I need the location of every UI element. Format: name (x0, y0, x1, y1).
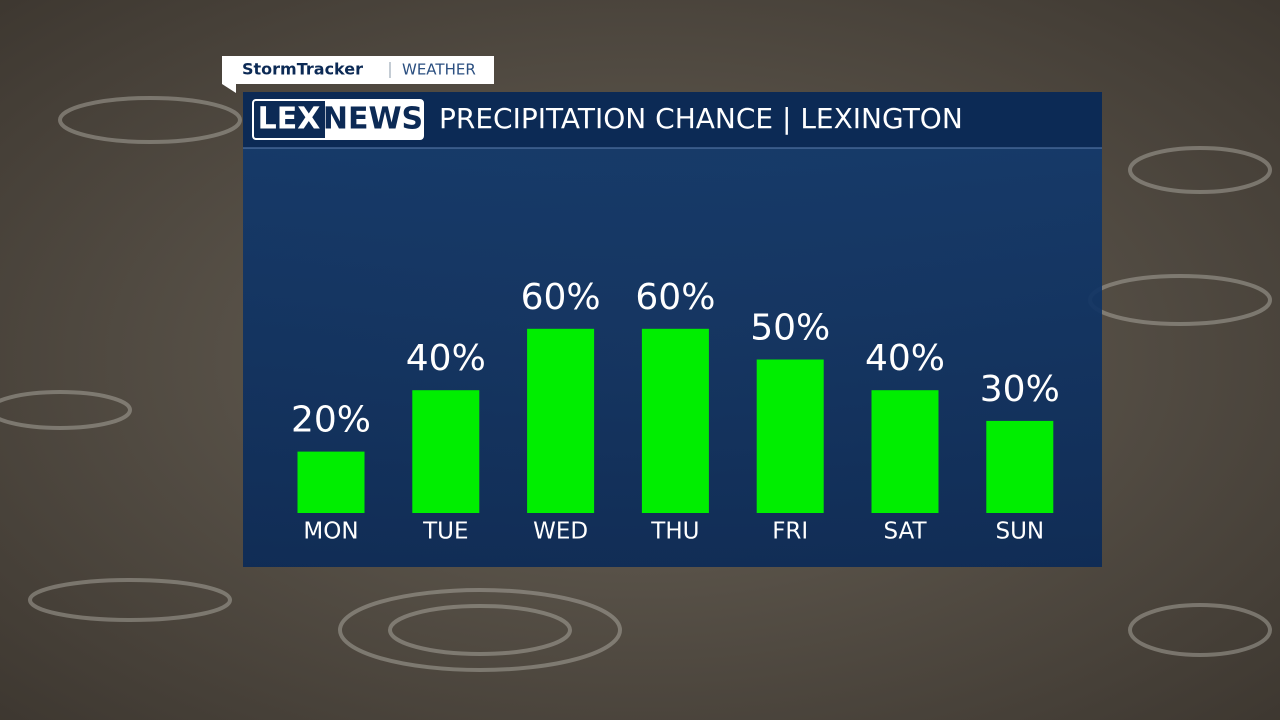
logo-right: NEWS (323, 102, 423, 137)
x-tick-label: TUE (422, 519, 468, 545)
tag-tail (222, 84, 236, 93)
value-label: 30% (980, 369, 1060, 410)
bar (412, 390, 480, 513)
ripples (0, 96, 1272, 672)
value-label: 60% (635, 277, 715, 318)
x-tick-label: WED (533, 519, 588, 545)
bar (986, 420, 1054, 513)
value-label: 40% (406, 338, 486, 379)
bar (756, 359, 824, 513)
bar (297, 451, 365, 513)
value-label: 50% (750, 308, 830, 349)
bar (641, 328, 709, 513)
tracker-label: StormTracker (242, 60, 363, 79)
tag (222, 56, 494, 84)
x-tick-label: SUN (995, 519, 1044, 545)
logo-left: LEX (258, 102, 321, 137)
x-tick-label: FRI (772, 519, 808, 545)
x-tick-label: THU (650, 519, 699, 545)
section-label: WEATHER (402, 61, 476, 79)
value-label: 40% (865, 338, 945, 379)
value-label: 60% (521, 277, 601, 318)
logo-right-box (325, 101, 422, 138)
bar (871, 390, 939, 513)
value-label: 20% (291, 400, 371, 441)
bar (527, 328, 595, 513)
x-tick-label: MON (303, 519, 358, 545)
x-tick-label: SAT (883, 519, 927, 545)
chart-title: PRECIPITATION CHANCE | LEXINGTON (439, 102, 963, 135)
